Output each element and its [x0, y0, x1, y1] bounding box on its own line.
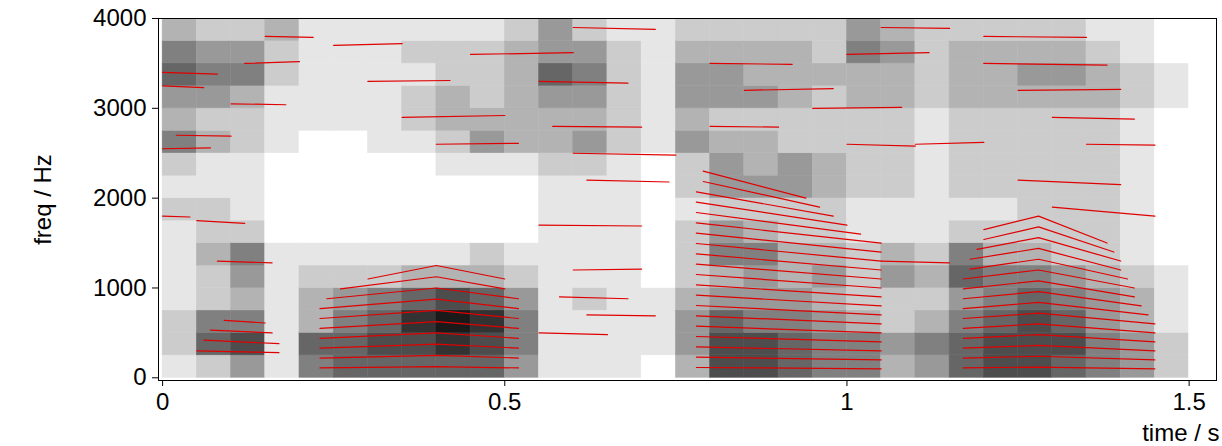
svg-text:1.5: 1.5 — [1172, 388, 1205, 415]
svg-text:3000: 3000 — [93, 94, 146, 121]
svg-text:0: 0 — [156, 388, 169, 415]
svg-text:1000: 1000 — [93, 274, 146, 301]
svg-text:0: 0 — [133, 363, 146, 390]
svg-text:time / s: time / s — [1142, 419, 1219, 446]
svg-text:1: 1 — [840, 388, 853, 415]
svg-text:freq / Hz: freq / Hz — [29, 154, 56, 245]
svg-text:4000: 4000 — [93, 4, 146, 31]
svg-text:2000: 2000 — [93, 184, 146, 211]
svg-text:0.5: 0.5 — [488, 388, 521, 415]
